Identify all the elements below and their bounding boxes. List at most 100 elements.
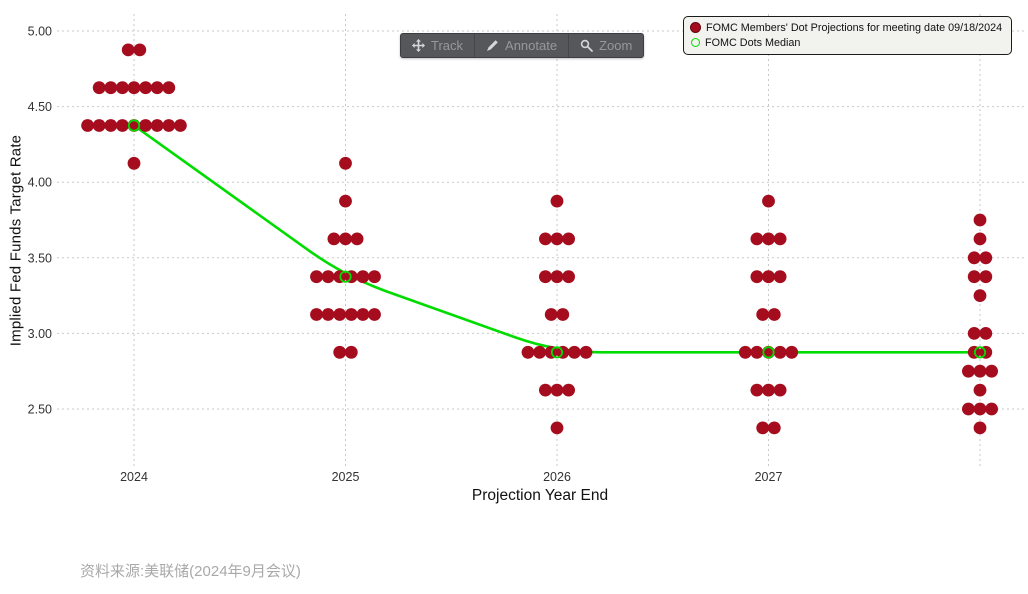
projection-dot[interactable] <box>121 43 135 57</box>
median-marker[interactable] <box>550 346 564 359</box>
projection-dot[interactable] <box>985 364 998 378</box>
projection-dot[interactable] <box>962 364 975 378</box>
projection-dot[interactable] <box>550 383 564 397</box>
projection-dot[interactable] <box>967 327 981 340</box>
projection-dot[interactable] <box>92 81 106 95</box>
projection-dot[interactable] <box>973 232 987 246</box>
projection-dot[interactable] <box>967 251 981 265</box>
projection-dot[interactable] <box>92 119 106 132</box>
track-button[interactable]: Track <box>401 34 474 57</box>
projection-dot[interactable] <box>767 421 781 435</box>
projection-dot[interactable] <box>81 119 94 132</box>
projection-dot[interactable] <box>985 402 998 416</box>
projection-dot[interactable] <box>127 81 141 95</box>
projection-dot[interactable] <box>967 270 981 284</box>
projection-dot[interactable] <box>539 270 552 284</box>
median-marker[interactable] <box>339 270 352 283</box>
projection-dot[interactable] <box>350 232 364 246</box>
projection-dot[interactable] <box>344 308 358 321</box>
projection-dot[interactable] <box>327 232 341 246</box>
projection-dot[interactable] <box>556 308 570 321</box>
projection-dot[interactable] <box>579 345 593 359</box>
projection-dot[interactable] <box>973 402 987 416</box>
y-tick-label: 4.50 <box>28 100 52 114</box>
projection-dot[interactable] <box>973 383 987 397</box>
projection-dot[interactable] <box>568 345 581 359</box>
projection-dot[interactable] <box>539 232 552 246</box>
projection-dot[interactable] <box>356 308 370 321</box>
projection-dot[interactable] <box>139 119 153 132</box>
projection-dot[interactable] <box>550 232 564 246</box>
projection-dot[interactable] <box>333 308 347 321</box>
projection-dot[interactable] <box>539 383 552 397</box>
projection-dot[interactable] <box>104 81 118 95</box>
projection-dot[interactable] <box>104 119 118 132</box>
legend-item-projections[interactable]: FOMC Members' Dot Projections for meetin… <box>690 20 1003 35</box>
zoom-button[interactable]: Zoom <box>568 34 643 57</box>
projection-dot[interactable] <box>773 270 787 284</box>
projection-dot[interactable] <box>339 156 352 170</box>
projection-dot[interactable] <box>356 270 370 284</box>
projection-dot[interactable] <box>756 421 770 435</box>
projection-dot[interactable] <box>550 194 564 208</box>
projection-dot[interactable] <box>762 383 775 397</box>
projection-dot[interactable] <box>973 213 987 227</box>
projection-dot[interactable] <box>310 270 323 284</box>
projection-dot[interactable] <box>979 270 993 284</box>
projection-dot[interactable] <box>533 345 546 359</box>
projection-dot[interactable] <box>162 81 176 95</box>
projection-dot[interactable] <box>174 119 187 132</box>
projection-dot[interactable] <box>750 383 764 397</box>
legend-item-median[interactable]: FOMC Dots Median <box>690 35 1003 50</box>
projection-dot[interactable] <box>544 308 558 321</box>
projection-dot[interactable] <box>116 81 129 95</box>
projection-dot[interactable] <box>139 81 153 95</box>
projection-dot[interactable] <box>562 270 575 284</box>
projection-dot[interactable] <box>550 421 564 435</box>
projection-dot[interactable] <box>133 43 147 57</box>
projection-dot[interactable] <box>521 345 535 359</box>
projection-dot[interactable] <box>550 270 564 284</box>
projection-dot[interactable] <box>973 364 987 378</box>
y-tick-label: 4.00 <box>28 176 52 190</box>
projection-dot[interactable] <box>344 345 358 359</box>
projection-dot[interactable] <box>762 270 775 284</box>
projection-dot[interactable] <box>321 308 335 321</box>
projection-dot[interactable] <box>368 308 381 321</box>
projection-dot[interactable] <box>162 119 176 132</box>
projection-dot[interactable] <box>773 232 787 246</box>
median-marker[interactable] <box>127 119 141 132</box>
projection-dot[interactable] <box>973 289 987 302</box>
projection-dot[interactable] <box>756 308 770 321</box>
median-marker[interactable] <box>762 346 775 359</box>
projection-dot[interactable] <box>310 308 323 321</box>
projection-dot[interactable] <box>750 270 764 284</box>
projection-dot[interactable] <box>773 383 787 397</box>
projection-dot[interactable] <box>321 270 335 284</box>
projection-dot[interactable] <box>750 232 764 246</box>
projection-dot[interactable] <box>767 308 781 321</box>
projection-dot[interactable] <box>762 194 775 208</box>
projection-dot[interactable] <box>738 345 752 359</box>
projection-dot[interactable] <box>150 119 164 132</box>
projection-dot[interactable] <box>339 232 352 246</box>
projection-dot[interactable] <box>785 345 799 359</box>
projection-dot[interactable] <box>962 402 975 416</box>
dot-plot-canvas[interactable]: 5.00 4.50 4.00 3.50 3.00 2.50 2024 2025 2026 2027 <box>0 0 1028 525</box>
projection-dot[interactable] <box>116 119 129 132</box>
projection-dot[interactable] <box>979 327 993 340</box>
projection-dot[interactable] <box>333 345 347 359</box>
projection-dot[interactable] <box>127 156 141 170</box>
projection-dot[interactable] <box>339 194 352 208</box>
projection-dot[interactable] <box>368 270 381 284</box>
projection-dot[interactable] <box>562 232 575 246</box>
projection-dot[interactable] <box>750 345 764 359</box>
projection-dot[interactable] <box>762 232 775 246</box>
annotate-button[interactable]: Annotate <box>474 34 568 57</box>
projection-dot[interactable] <box>979 251 993 265</box>
projection-dot[interactable] <box>973 421 987 435</box>
projection-dot[interactable] <box>150 81 164 95</box>
projection-dot[interactable] <box>562 383 575 397</box>
projection-dot[interactable] <box>773 345 787 359</box>
median-marker[interactable] <box>973 346 987 359</box>
